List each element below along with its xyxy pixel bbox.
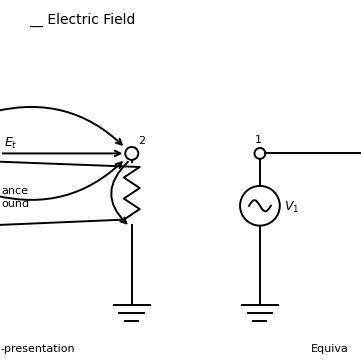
Text: -presentation: -presentation [0, 344, 75, 354]
Text: __ Electric Field: __ Electric Field [29, 13, 135, 27]
FancyArrowPatch shape [111, 162, 128, 223]
Text: $E_t$: $E_t$ [4, 135, 17, 151]
Text: 1: 1 [255, 135, 262, 145]
Text: $V_1$: $V_1$ [284, 200, 299, 215]
Text: Equiva: Equiva [310, 344, 348, 354]
Text: ance: ance [2, 186, 29, 196]
Text: 2: 2 [138, 136, 145, 146]
Text: ound: ound [2, 199, 30, 209]
